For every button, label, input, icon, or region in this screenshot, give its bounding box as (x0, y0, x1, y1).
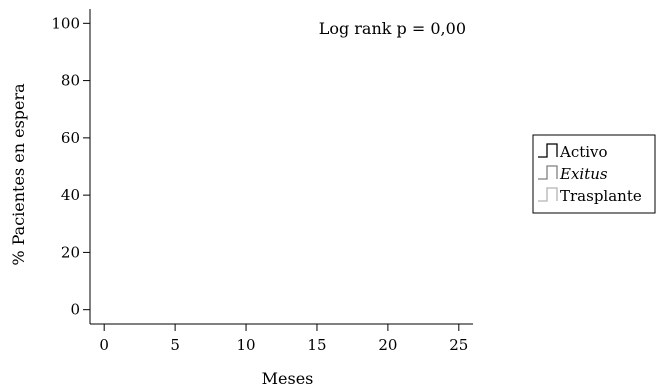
legend-symbol (538, 143, 558, 158)
legend-symbol (538, 165, 558, 180)
y-tick-label: 60 (61, 129, 80, 147)
legend-symbol (538, 187, 558, 202)
plot-frame (89, 9, 473, 325)
x-axis-ticks: 0 5 10 15 20 25 (99, 324, 468, 354)
y-axis-ticks: 0 20 40 60 80 100 (51, 14, 90, 319)
x-tick-label: 10 (236, 336, 255, 354)
legend-label: Exitus (559, 165, 608, 183)
legend-label: Activo (559, 143, 608, 161)
x-axis-label: Meses (262, 369, 314, 388)
y-tick-label: 40 (61, 186, 80, 204)
y-axis-label: % Pacientes en espera (9, 83, 28, 266)
y-tick-label: 100 (51, 14, 80, 32)
legend-box (532, 134, 656, 214)
legend-label: Trasplante (560, 187, 642, 205)
x-tick-label: 15 (307, 336, 326, 354)
y-tick-label: 0 (70, 301, 80, 319)
x-tick-label: 20 (378, 336, 397, 354)
logrank-annotation: Log rank p = 0,00 (319, 19, 466, 38)
y-tick-label: 20 (61, 243, 80, 261)
x-tick-label: 5 (170, 336, 180, 354)
y-tick-label: 80 (61, 72, 80, 90)
x-tick-label: 0 (99, 336, 109, 354)
legend: Activo Exitus Trasplante (532, 134, 656, 214)
x-tick-label: 25 (449, 336, 468, 354)
